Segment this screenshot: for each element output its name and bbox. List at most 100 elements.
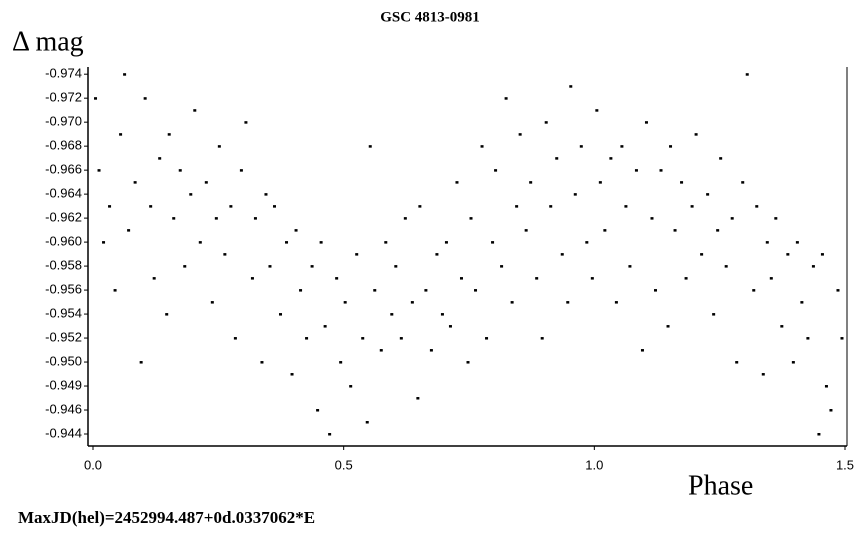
data-point — [399, 337, 403, 340]
data-point — [560, 253, 564, 256]
data-point — [719, 157, 723, 160]
data-point — [836, 289, 840, 292]
data-point — [158, 157, 162, 160]
data-point — [500, 265, 504, 268]
data-point — [603, 229, 607, 232]
data-point — [183, 265, 187, 268]
data-point — [193, 109, 197, 112]
data-point — [549, 205, 553, 208]
data-point — [690, 205, 694, 208]
data-point — [143, 97, 147, 100]
data-point — [119, 133, 123, 136]
data-point — [108, 205, 112, 208]
data-point — [806, 337, 810, 340]
data-point — [735, 361, 739, 364]
data-point — [204, 181, 208, 184]
y-tick-label: -0.968 — [45, 138, 82, 153]
data-point — [544, 121, 548, 124]
data-point — [349, 385, 353, 388]
data-point — [424, 289, 428, 292]
data-point — [260, 361, 264, 364]
data-point — [774, 217, 778, 220]
data-point — [328, 433, 332, 436]
data-point — [817, 433, 821, 436]
data-point — [485, 337, 489, 340]
y-axis-label: Δ mag — [12, 26, 84, 57]
data-point — [310, 265, 314, 268]
data-point — [791, 361, 795, 364]
data-point — [368, 145, 372, 148]
y-tick-label: -0.964 — [45, 186, 82, 201]
data-point — [264, 193, 268, 196]
data-point — [335, 277, 339, 280]
data-point — [379, 349, 383, 352]
data-point — [700, 253, 704, 256]
data-point — [272, 205, 276, 208]
y-tick-label: -0.970 — [45, 114, 82, 129]
data-point — [244, 121, 248, 124]
data-point — [529, 181, 533, 184]
data-point — [167, 133, 171, 136]
data-point — [149, 205, 153, 208]
data-point — [659, 169, 663, 172]
data-point — [569, 85, 573, 88]
y-tick-label: -0.952 — [45, 329, 82, 344]
data-point — [800, 301, 804, 304]
annotation: MaxJD(hel)=2452994.487+0d.0337062*E — [18, 508, 315, 527]
data-point — [620, 145, 624, 148]
data-point — [435, 253, 439, 256]
data-point — [634, 169, 638, 172]
data-point — [474, 289, 478, 292]
data-point — [455, 181, 459, 184]
data-point — [540, 337, 544, 340]
data-point — [94, 97, 98, 100]
data-point — [165, 313, 169, 316]
data-point — [524, 229, 528, 232]
data-point — [113, 289, 117, 292]
data-point — [780, 325, 784, 328]
data-point — [504, 97, 508, 100]
data-point — [555, 157, 559, 160]
data-point — [440, 313, 444, 316]
data-point — [384, 241, 388, 244]
data-point — [361, 337, 365, 340]
data-point — [229, 205, 233, 208]
data-point — [579, 145, 583, 148]
data-point — [290, 373, 294, 376]
data-point — [628, 265, 632, 268]
y-tick-label: -0.958 — [45, 258, 82, 273]
data-point — [624, 205, 628, 208]
data-point — [102, 241, 106, 244]
data-point — [214, 217, 218, 220]
data-point — [469, 217, 473, 220]
y-tick-label: -0.972 — [45, 90, 82, 105]
data-point — [595, 109, 599, 112]
y-tick-label: -0.949 — [45, 377, 82, 392]
data-point — [268, 265, 272, 268]
data-point — [178, 169, 182, 172]
data-point — [390, 313, 394, 316]
data-point — [609, 157, 613, 160]
x-axis-label: Phase — [688, 470, 753, 501]
data-point — [680, 181, 684, 184]
data-point — [373, 289, 377, 292]
data-point — [590, 277, 594, 280]
chart-title: GSC 4813-0981 — [380, 9, 480, 25]
data-point — [650, 217, 654, 220]
y-tick-label: -0.974 — [45, 66, 82, 81]
y-tick-label: -0.960 — [45, 234, 82, 249]
data-point — [769, 277, 773, 280]
data-point — [299, 289, 303, 292]
data-point — [795, 241, 799, 244]
data-point — [480, 145, 484, 148]
data-point — [239, 169, 243, 172]
data-point — [694, 133, 698, 136]
data-point — [829, 409, 833, 412]
data-point — [716, 229, 720, 232]
data-point — [394, 265, 398, 268]
data-point — [285, 241, 289, 244]
data-point — [410, 301, 414, 304]
data-point — [319, 241, 323, 244]
data-point — [253, 217, 257, 220]
